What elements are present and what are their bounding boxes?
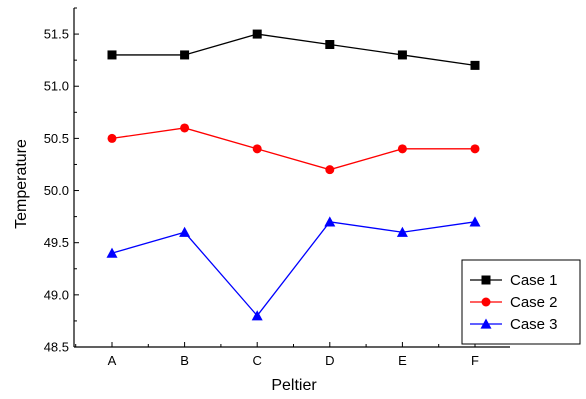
x-tick-label: F bbox=[471, 353, 479, 368]
series-line bbox=[111, 127, 475, 171]
series-case-1 bbox=[107, 29, 480, 70]
data-point bbox=[252, 144, 262, 154]
data-point bbox=[180, 50, 190, 60]
data-point bbox=[470, 144, 480, 154]
legend-label: Case 2 bbox=[510, 294, 558, 311]
series-line bbox=[111, 221, 476, 317]
series-group bbox=[106, 29, 481, 321]
legend-label: Case 1 bbox=[510, 272, 558, 289]
legend: Case 1 Case 2 Case 3 bbox=[461, 259, 581, 345]
legend-marker bbox=[481, 297, 491, 307]
x-tick-label: B bbox=[180, 353, 189, 368]
data-point bbox=[324, 216, 336, 227]
legend-marker bbox=[480, 318, 492, 329]
series-case-3 bbox=[106, 216, 481, 321]
x-tick-label: C bbox=[253, 353, 262, 368]
x-tick-label: A bbox=[108, 353, 117, 368]
data-point bbox=[396, 226, 408, 237]
legend-label: Case 3 bbox=[510, 316, 558, 333]
y-tick-label: 49.0 bbox=[44, 287, 69, 302]
series-line bbox=[112, 33, 476, 67]
y-tick-label: 51.5 bbox=[44, 27, 69, 42]
data-point bbox=[469, 216, 481, 227]
data-point bbox=[179, 226, 191, 237]
data-point bbox=[397, 144, 407, 154]
y-tick-label: 50.5 bbox=[44, 131, 69, 146]
x-tick-label: E bbox=[398, 353, 407, 368]
series-case-2 bbox=[107, 123, 480, 175]
data-point bbox=[325, 40, 335, 50]
y-tick-label: 51.0 bbox=[44, 79, 69, 94]
y-axis-title: Temperature bbox=[13, 139, 30, 229]
data-point bbox=[397, 50, 407, 60]
y-tick-label: 50.0 bbox=[44, 183, 69, 198]
y-tick-label: 48.5 bbox=[44, 340, 69, 355]
data-point bbox=[107, 133, 117, 143]
data-point bbox=[107, 50, 117, 60]
data-point bbox=[180, 123, 190, 133]
data-point bbox=[325, 165, 335, 175]
data-point bbox=[470, 60, 480, 70]
data-point bbox=[251, 310, 263, 321]
x-tick-label: D bbox=[325, 353, 334, 368]
data-point bbox=[252, 29, 262, 39]
legend-marker bbox=[481, 275, 491, 285]
y-tick-label: 49.5 bbox=[44, 235, 69, 250]
x-axis-title: Peltier bbox=[271, 377, 317, 394]
ticks: 48.5 49.0 49.5 50.0 50.5 51.0 51.5 A B C D E F bbox=[44, 7, 479, 368]
axes bbox=[73, 8, 510, 348]
data-point bbox=[106, 247, 118, 258]
